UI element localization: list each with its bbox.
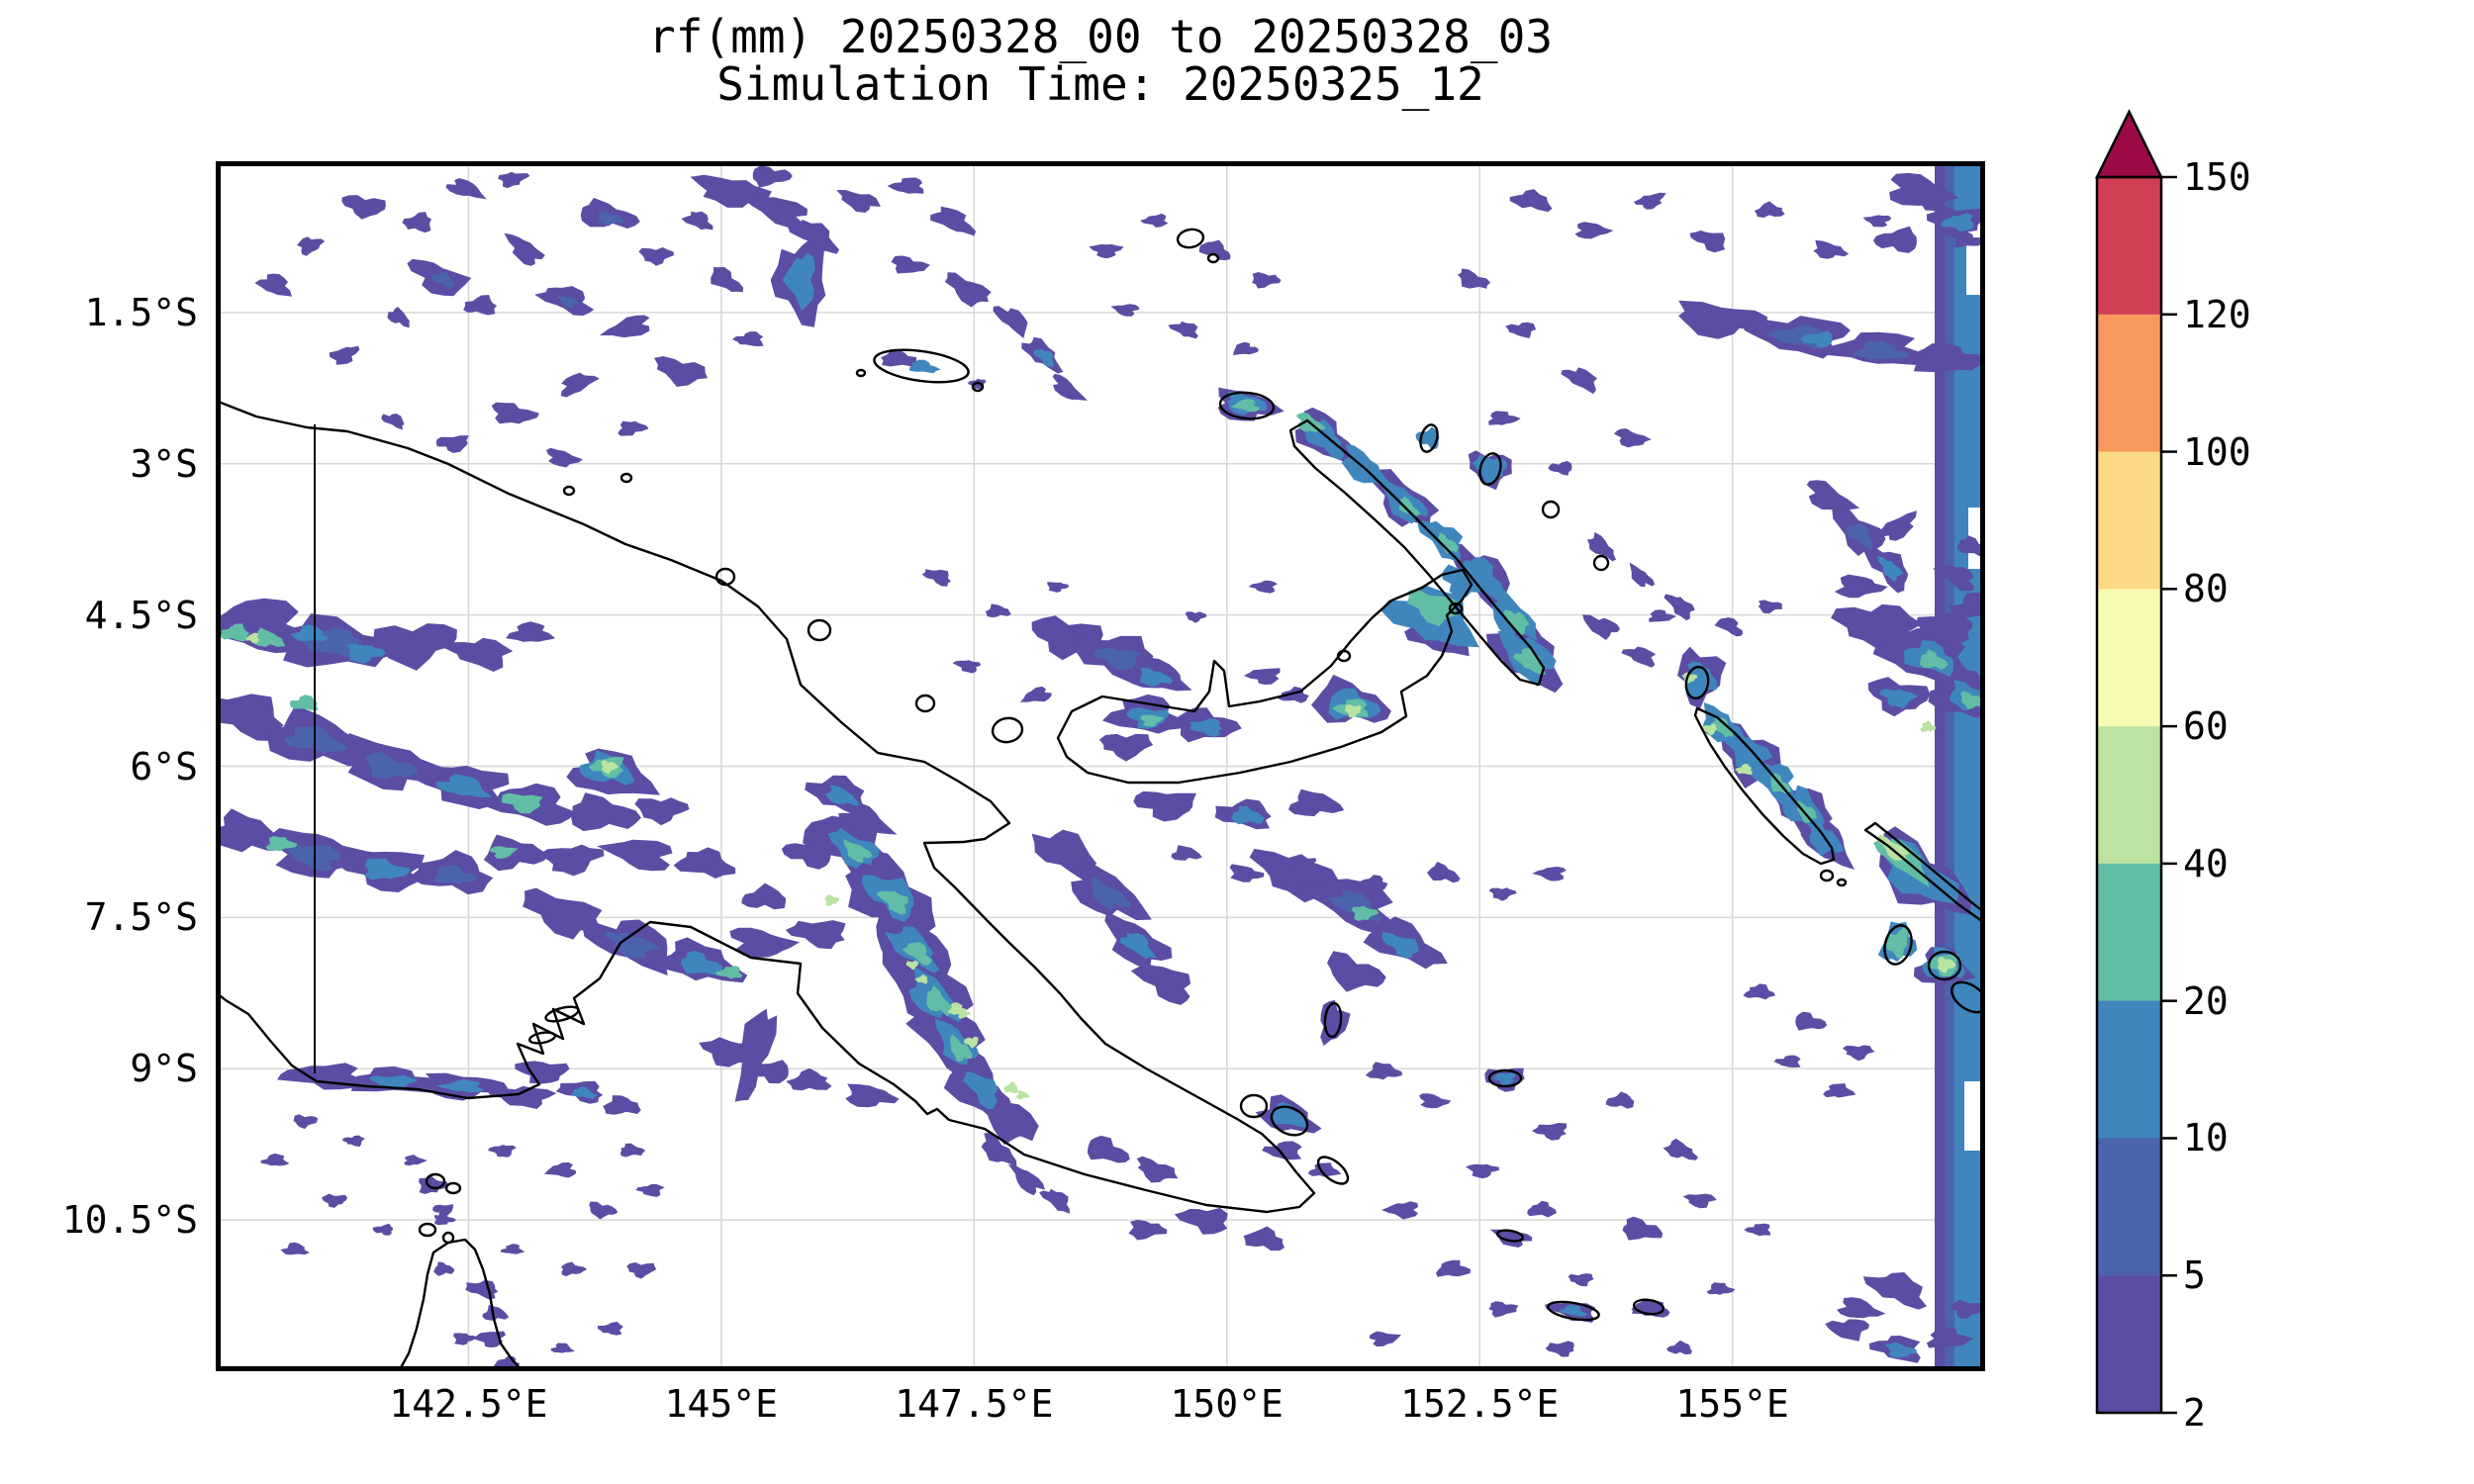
colorbar-segment <box>2097 1275 2161 1414</box>
colorbar-tick-label: 5 <box>2183 1253 2206 1298</box>
colorbar <box>2094 109 2177 1415</box>
x-tick-label: 155°E <box>1675 1382 1789 1426</box>
y-tick-label: 6°S <box>130 744 198 788</box>
page-subtitle: Simulation Time: 20250325_12 <box>716 57 1484 111</box>
colorbar-tick-label: 2 <box>2183 1391 2206 1436</box>
x-tick-label: 147.5°E <box>895 1382 1054 1426</box>
colorbar-tick-label: 20 <box>2183 978 2229 1023</box>
colorbar-tick-label: 100 <box>2183 429 2251 474</box>
colorbar-tick-label: 80 <box>2183 567 2229 611</box>
map-plot <box>216 161 1985 1371</box>
colorbar-segment <box>2097 589 2161 727</box>
colorbar-extend-arrow <box>2094 109 2164 179</box>
y-tick-label: 9°S <box>130 1047 198 1091</box>
colorbar-segment <box>2097 314 2161 453</box>
edge-rain-band <box>1935 161 1985 1371</box>
page-title: rf(mm) 20250328_00 to 20250328_03 <box>648 10 1553 63</box>
colorbar-outline <box>2095 175 2163 1415</box>
colorbar-segment <box>2097 1138 2161 1276</box>
colorbar-segment <box>2097 451 2161 590</box>
colorbar-tick-label: 40 <box>2183 841 2229 885</box>
y-tick-label: 3°S <box>130 441 198 486</box>
colorbar-segment <box>2097 863 2161 1002</box>
map-canvas <box>216 161 1985 1371</box>
x-tick-label: 152.5°E <box>1400 1382 1560 1426</box>
colorbar-segment <box>2097 1000 2161 1140</box>
colorbar-segment <box>2097 726 2161 865</box>
y-tick-label: 10.5°S <box>61 1198 198 1243</box>
y-tick-label: 4.5°S <box>84 593 198 637</box>
colorbar-tick-label: 120 <box>2183 292 2251 336</box>
y-tick-label: 7.5°S <box>84 895 198 940</box>
colorbar-tick-label: 150 <box>2183 155 2251 199</box>
y-tick-label: 1.5°S <box>84 290 198 334</box>
colorbar-tick-label: 60 <box>2183 704 2229 749</box>
x-tick-label: 142.5°E <box>389 1382 548 1426</box>
x-tick-label: 145°E <box>664 1382 779 1426</box>
map-layers <box>216 161 1985 1371</box>
plot-frame <box>216 161 1985 1371</box>
coastlines <box>216 228 1985 1371</box>
rain-cells <box>216 165 1985 1370</box>
colorbar-tick-label: 10 <box>2183 1116 2229 1160</box>
x-tick-label: 150°E <box>1170 1382 1284 1426</box>
colorbar-segment <box>2097 177 2161 316</box>
graticule <box>216 161 1985 1371</box>
